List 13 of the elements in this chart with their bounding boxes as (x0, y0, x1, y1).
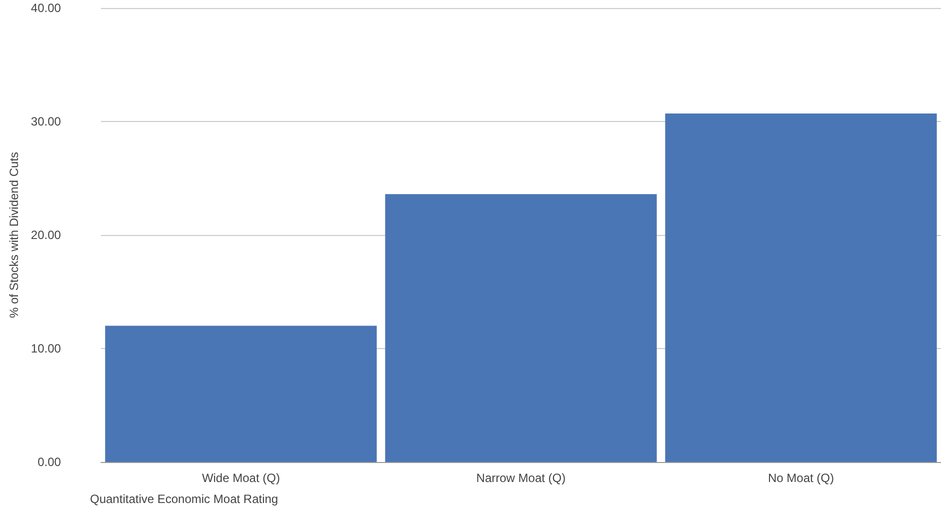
y-tick-label: 0.00 (38, 455, 62, 469)
y-tick-label: 30.00 (30, 114, 62, 128)
x-axis-title: Quantitative Economic Moat Rating (90, 492, 278, 506)
y-axis-title: % of Stocks with Dividend Cuts (7, 152, 21, 318)
y-tick-label: 40.00 (30, 1, 62, 15)
x-tick-label: No Moat (Q) (768, 471, 834, 485)
x-tick-label: Wide Moat (Q) (202, 471, 280, 485)
x-tick-label: Narrow Moat (Q) (476, 471, 566, 485)
y-tick-label: 10.00 (30, 342, 62, 356)
bar (105, 326, 377, 462)
bar (665, 114, 937, 462)
y-tick-label: 20.00 (30, 228, 62, 242)
bar (385, 194, 657, 462)
